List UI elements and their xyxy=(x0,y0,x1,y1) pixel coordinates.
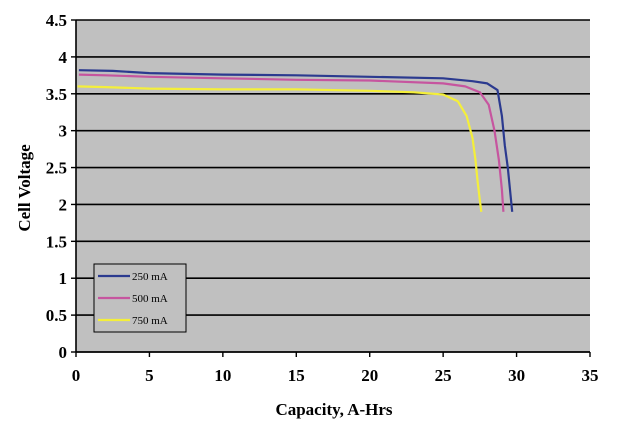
y-axis-title: Cell Voltage xyxy=(15,144,34,232)
y-tick-label: 0 xyxy=(59,343,68,362)
series-lines xyxy=(77,69,514,212)
x-tick-label: 15 xyxy=(288,366,305,385)
legend: 250 mA 500 mA 750 mA xyxy=(93,263,187,333)
y-tick-label: 4 xyxy=(59,48,68,67)
y-tick-label: 0.5 xyxy=(46,306,67,325)
y-tick-label: 4.5 xyxy=(46,11,67,30)
y-tick-label: 1 xyxy=(59,269,68,288)
x-tick-label: 25 xyxy=(435,366,452,385)
x-tick-label: 20 xyxy=(361,366,378,385)
series-line-250-ma xyxy=(78,69,514,212)
y-axis-ticks: 0 0.5 1 1.5 2 2.5 3 3.5 4 4.5 xyxy=(46,11,76,362)
x-tick-label: 0 xyxy=(72,366,81,385)
x-tick-label: 5 xyxy=(145,366,154,385)
legend-label: 500 mA xyxy=(132,293,168,305)
series-line-750-ma xyxy=(77,85,483,212)
series-line-500-ma xyxy=(78,73,505,212)
x-tick-label: 35 xyxy=(582,366,599,385)
y-tick-label: 2.5 xyxy=(46,159,67,178)
legend-label: 250 mA xyxy=(132,271,168,283)
y-tick-label: 3.5 xyxy=(46,85,67,104)
y-tick-label: 3 xyxy=(59,122,68,141)
x-axis-ticks: 0 5 10 15 20 25 30 35 xyxy=(72,352,599,385)
y-tick-label: 1.5 xyxy=(46,232,67,251)
legend-label: 750 mA xyxy=(132,315,168,327)
axes xyxy=(75,20,590,353)
x-tick-label: 30 xyxy=(508,366,525,385)
x-tick-label: 10 xyxy=(214,366,231,385)
x-axis-title: Capacity, A-Hrs xyxy=(275,400,392,419)
y-tick-label: 2 xyxy=(59,195,68,214)
